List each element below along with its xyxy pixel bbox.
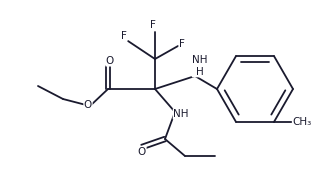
Text: O: O — [138, 147, 146, 157]
Text: F: F — [150, 20, 156, 30]
Text: NH: NH — [173, 109, 189, 119]
Text: CH₃: CH₃ — [292, 117, 312, 127]
Text: O: O — [84, 100, 92, 110]
Text: F: F — [179, 39, 185, 49]
Text: F: F — [121, 31, 127, 41]
Text: NH
H: NH H — [192, 55, 208, 77]
Text: O: O — [106, 56, 114, 66]
